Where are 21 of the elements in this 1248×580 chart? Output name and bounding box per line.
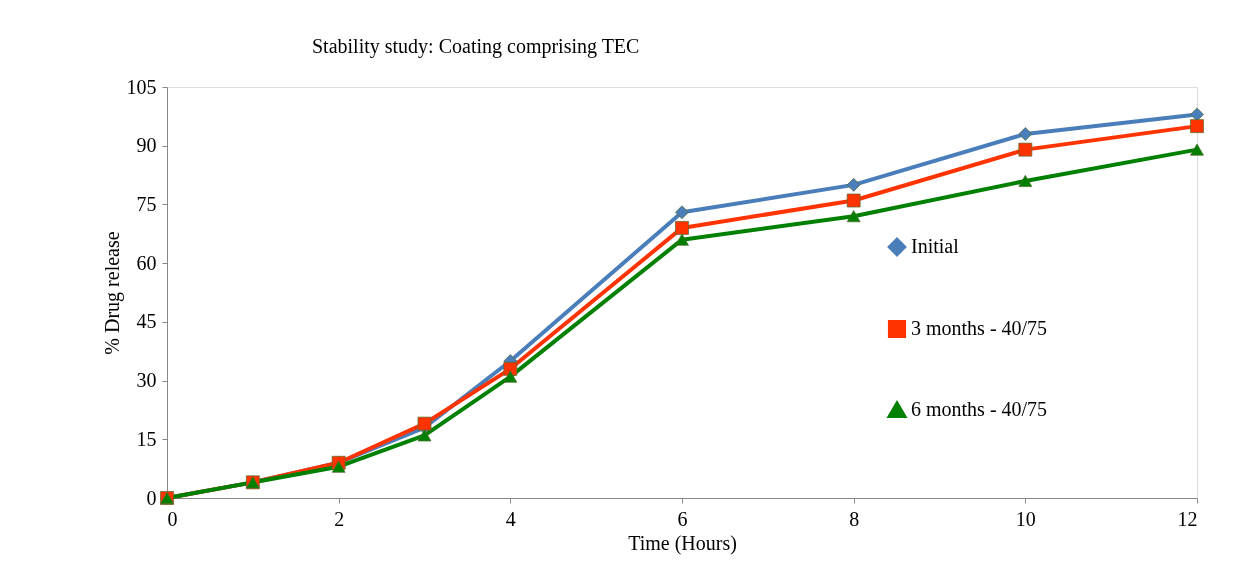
- y-tick-label: 15: [136, 427, 157, 450]
- y-tick-label: 0: [146, 486, 157, 509]
- y-tick-label: 45: [136, 310, 157, 333]
- legend-label: 3 months - 40/75: [911, 317, 1048, 339]
- x-tick-label: 12: [1177, 507, 1198, 530]
- x-tick-label: 0: [167, 507, 178, 530]
- x-tick-label: 4: [505, 507, 516, 530]
- legend-label: Initial: [911, 235, 960, 257]
- x-tick-label: 10: [1015, 507, 1036, 530]
- y-axis-title: % Drug release: [100, 231, 124, 355]
- legend-label: 6 months - 40/75: [911, 398, 1048, 420]
- x-axis-title: Time (Hours): [628, 531, 737, 555]
- y-tick-label: 75: [136, 192, 157, 215]
- y-tick-label: 105: [126, 75, 157, 98]
- chart-title: Stability study: Coating comprising TEC: [312, 35, 640, 58]
- x-tick-label: 8: [849, 507, 860, 530]
- x-tick-label: 6: [677, 507, 688, 530]
- x-tick-label: 2: [334, 507, 345, 530]
- y-tick-label: 90: [136, 134, 157, 157]
- y-tick-label: 30: [136, 369, 157, 392]
- y-tick-label: 60: [136, 251, 157, 274]
